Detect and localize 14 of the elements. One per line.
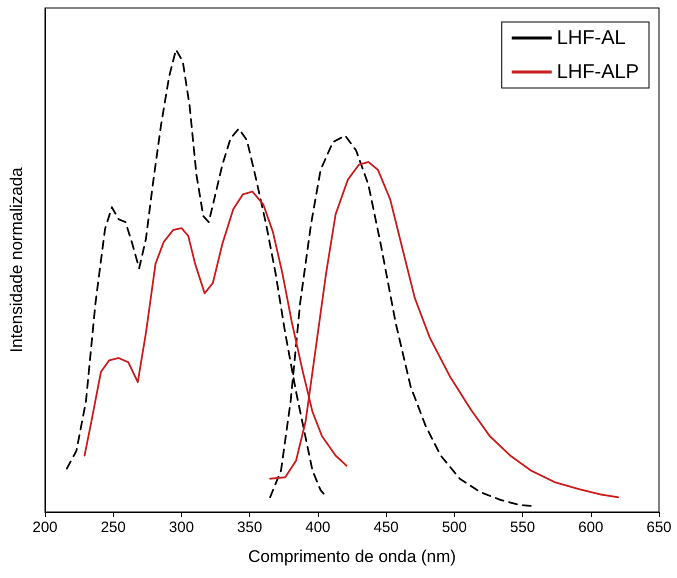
x-tick-label: 650 (646, 519, 672, 536)
x-tick-label: 450 (374, 519, 399, 536)
legend-label: LHF-ALP (556, 61, 640, 83)
x-tick-label: 200 (32, 519, 58, 536)
y-axis-title: Intensidade normalizada (7, 166, 26, 353)
x-tick-label: 250 (100, 519, 126, 536)
x-tick-label: 550 (510, 519, 536, 536)
x-tick-label: 350 (237, 519, 262, 536)
legend-label: LHF-AL (556, 27, 626, 49)
x-tick-label: 300 (168, 519, 194, 536)
x-axis-title: Comprimento de onda (nm) (248, 547, 456, 566)
x-tick-label: 400 (305, 519, 330, 536)
x-tick-label: 600 (578, 519, 604, 536)
x-tick-label: 500 (442, 519, 467, 536)
